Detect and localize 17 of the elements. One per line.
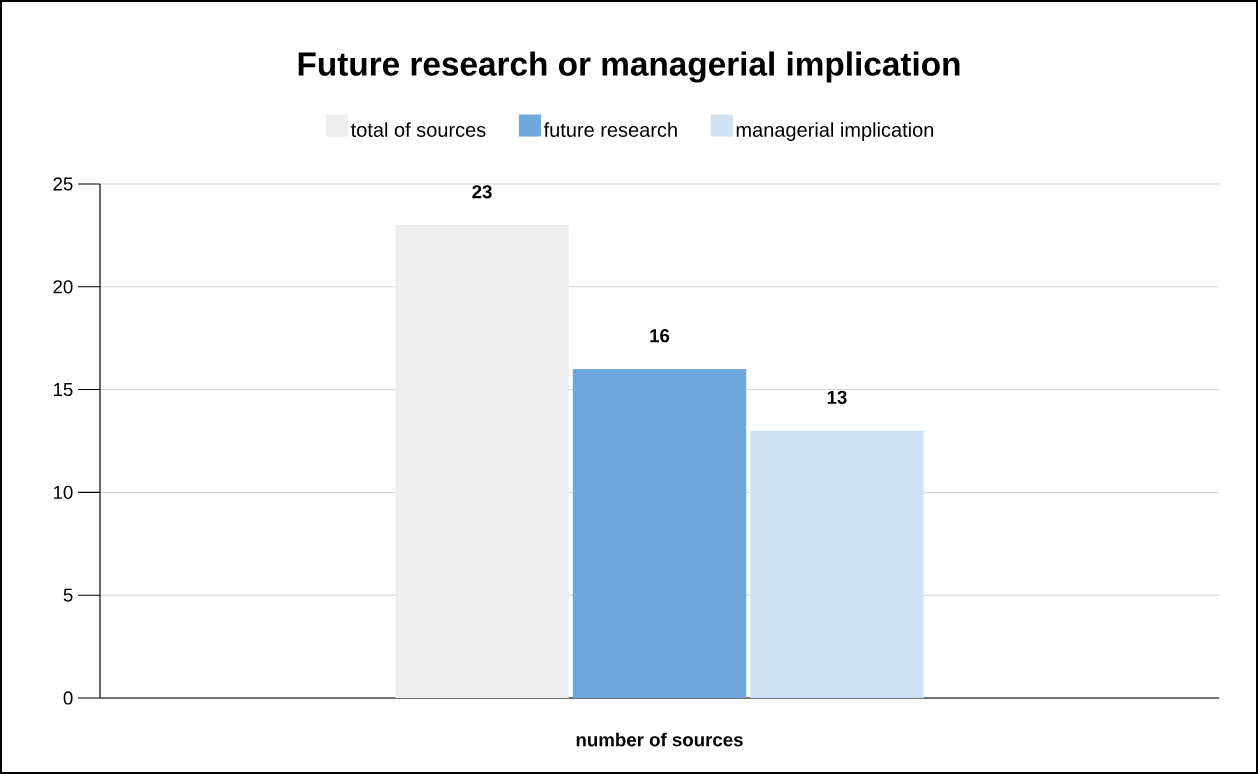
legend-label: future research xyxy=(543,122,677,137)
bar xyxy=(395,225,569,698)
bar xyxy=(572,369,747,698)
chart-title: Future research or managerial implication xyxy=(298,51,960,83)
x-tick-label: number of sources xyxy=(576,732,743,747)
legend-label: managerial implication xyxy=(736,122,934,141)
y-tick-label: 0 xyxy=(63,691,73,705)
legend-label: total of sources xyxy=(350,122,486,137)
y-tick-label: 10 xyxy=(53,485,73,499)
data-label: 23 xyxy=(472,185,492,199)
data-label: 13 xyxy=(827,390,847,404)
data-label: 16 xyxy=(650,329,670,343)
y-tick-label: 20 xyxy=(53,280,73,294)
y-tick-label: 15 xyxy=(53,383,73,397)
y-tick-label: 25 xyxy=(53,177,73,191)
bar xyxy=(750,430,924,698)
y-tick-label: 5 xyxy=(63,588,73,602)
